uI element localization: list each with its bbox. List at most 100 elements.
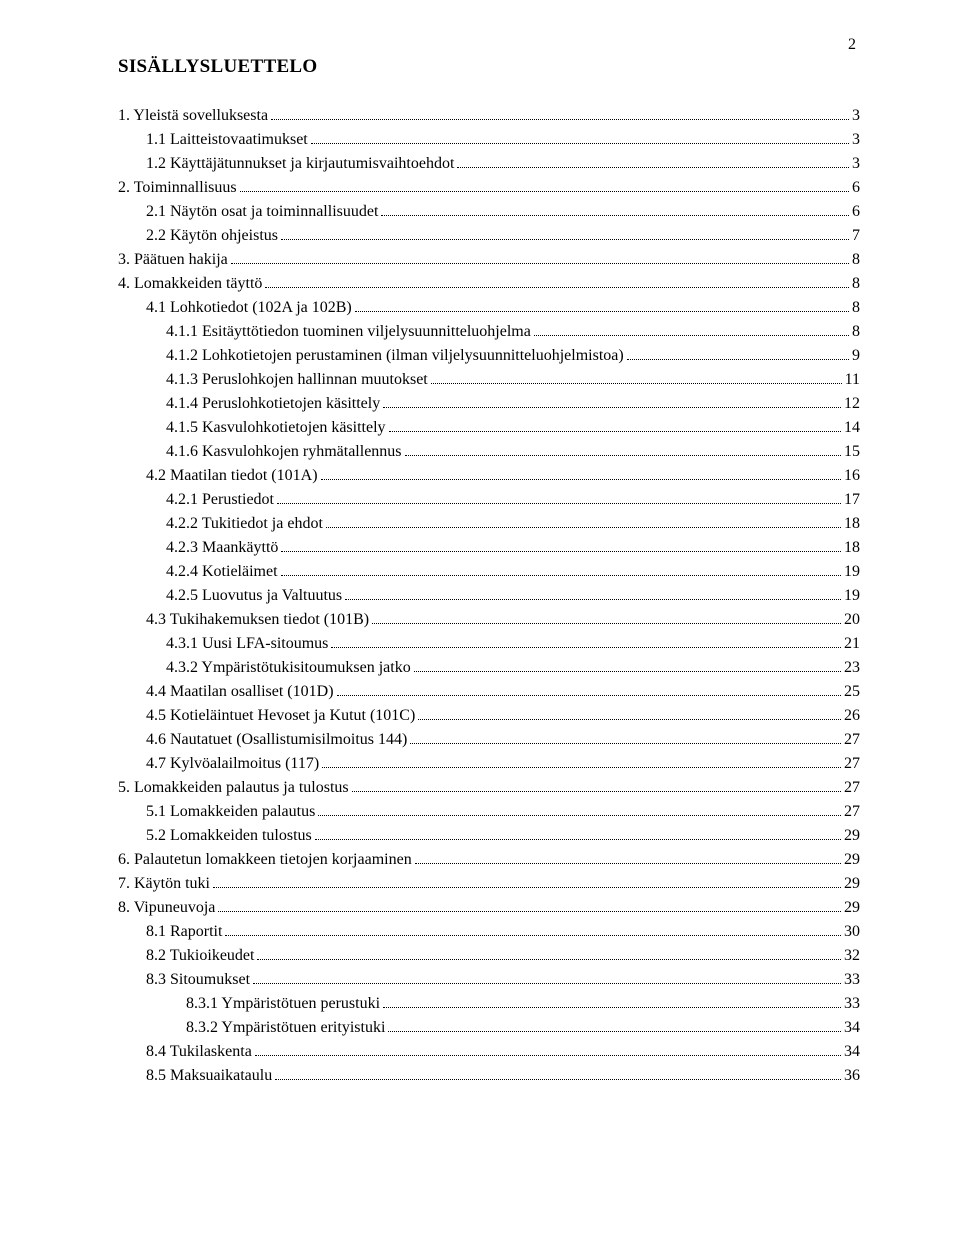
toc-entry-page: 27	[844, 776, 860, 800]
toc-entry[interactable]: 8.4 Tukilaskenta34	[118, 1040, 860, 1064]
toc-entry-page: 36	[844, 1064, 860, 1088]
toc-leader	[415, 863, 841, 864]
toc-entry-label: 4.2.5 Luovutus ja Valtuutus	[166, 584, 342, 608]
toc-entry[interactable]: 1.1 Laitteistovaatimukset 3	[118, 128, 860, 152]
toc-entry-page: 19	[844, 560, 860, 584]
toc-entry[interactable]: 8.3.1 Ympäristötuen perustuki 33	[118, 992, 860, 1016]
toc-entry-page: 29	[844, 896, 860, 920]
toc-entry-page: 14	[844, 416, 860, 440]
toc-entry-label: 2.1 Näytön osat ja toiminnallisuudet	[146, 200, 378, 224]
toc-entry[interactable]: 4.1.4 Peruslohkotietojen käsittely12	[118, 392, 860, 416]
toc-entry[interactable]: 4. Lomakkeiden täyttö8	[118, 272, 860, 296]
toc-entry-page: 20	[844, 608, 860, 632]
toc-entry[interactable]: 8.3.2 Ympäristötuen erityistuki34	[118, 1016, 860, 1040]
toc-entry-page: 3	[852, 128, 860, 152]
toc-entry-label: 4.1.6 Kasvulohkojen ryhmätallennus	[166, 440, 402, 464]
toc-entry[interactable]: 5.2 Lomakkeiden tulostus29	[118, 824, 860, 848]
toc-entry[interactable]: 3. Päätuen hakija8	[118, 248, 860, 272]
toc-entry[interactable]: 8.2 Tukioikeudet32	[118, 944, 860, 968]
toc-entry-page: 33	[844, 992, 860, 1016]
toc-entry-label: 4.3.1 Uusi LFA-sitoumus	[166, 632, 328, 656]
toc-leader	[315, 839, 841, 840]
toc-entry[interactable]: 6. Palautetun lomakkeen tietojen korjaam…	[118, 848, 860, 872]
toc-leader	[383, 1007, 841, 1008]
toc-entry[interactable]: 4.2.1 Perustiedot17	[118, 488, 860, 512]
toc-entry[interactable]: 8.1 Raportit30	[118, 920, 860, 944]
toc-entry-page: 9	[852, 344, 860, 368]
toc-entry[interactable]: 4.1.2 Lohkotietojen perustaminen (ilman …	[118, 344, 860, 368]
toc-entry-label: 4.6 Nautatuet (Osallistumisilmoitus 144)	[146, 728, 407, 752]
toc-entry[interactable]: 4.1.3 Peruslohkojen hallinnan muutokset1…	[118, 368, 860, 392]
toc-leader	[240, 191, 849, 192]
toc-entry[interactable]: 8. Vipuneuvoja29	[118, 896, 860, 920]
toc-entry-page: 33	[844, 968, 860, 992]
toc-entry[interactable]: 4.1.5 Kasvulohkotietojen käsittely14	[118, 416, 860, 440]
toc-entry-label: 1.1 Laitteistovaatimukset	[146, 128, 308, 152]
toc-entry[interactable]: 2.1 Näytön osat ja toiminnallisuudet6	[118, 200, 860, 224]
toc-entry[interactable]: 4.3.2 Ympäristötukisitoumuksen jatko23	[118, 656, 860, 680]
toc-entry-page: 25	[844, 680, 860, 704]
toc-entry-label: 8.2 Tukioikeudet	[146, 944, 254, 968]
toc-entry-label: 1.2 Käyttäjätunnukset ja kirjautumisvaih…	[146, 152, 454, 176]
toc-leader	[253, 983, 841, 984]
toc-entry-label: 4.1.3 Peruslohkojen hallinnan muutokset	[166, 368, 428, 392]
toc-entry[interactable]: 1.2 Käyttäjätunnukset ja kirjautumisvaih…	[118, 152, 860, 176]
toc-entry-page: 30	[844, 920, 860, 944]
toc-leader	[410, 743, 841, 744]
toc-leader	[321, 479, 841, 480]
toc-entry[interactable]: 4.1.6 Kasvulohkojen ryhmätallennus15	[118, 440, 860, 464]
toc-entry[interactable]: 4.5 Kotieläintuet Hevoset ja Kutut (101C…	[118, 704, 860, 728]
toc-entry-label: 4.2.1 Perustiedot	[166, 488, 274, 512]
toc-entry[interactable]: 5. Lomakkeiden palautus ja tulostus27	[118, 776, 860, 800]
toc-entry-page: 29	[844, 848, 860, 872]
toc-entry-page: 27	[844, 752, 860, 776]
toc-leader	[534, 335, 849, 336]
toc-entry-label: 8.5 Maksuaikataulu	[146, 1064, 272, 1088]
toc-entry-label: 4.4 Maatilan osalliset (101D)	[146, 680, 334, 704]
toc-entry[interactable]: 5.1 Lomakkeiden palautus27	[118, 800, 860, 824]
toc-leader	[372, 623, 841, 624]
toc-entry[interactable]: 4.2.5 Luovutus ja Valtuutus 19	[118, 584, 860, 608]
toc-entry[interactable]: 4.1.1 Esitäyttötiedon tuominen viljelysu…	[118, 320, 860, 344]
toc-entry[interactable]: 1. Yleistä sovelluksesta3	[118, 104, 860, 128]
toc-leader	[213, 887, 841, 888]
toc-entry-label: 7. Käytön tuki	[118, 872, 210, 896]
toc-entry-label: 4. Lomakkeiden täyttö	[118, 272, 262, 296]
toc-entry-label: 8.3.2 Ympäristötuen erityistuki	[186, 1016, 385, 1040]
toc-entry[interactable]: 4.2 Maatilan tiedot (101A)16	[118, 464, 860, 488]
toc-entry[interactable]: 4.2.3 Maankäyttö 18	[118, 536, 860, 560]
toc-entry-page: 16	[844, 464, 860, 488]
toc-entry[interactable]: 4.3 Tukihakemuksen tiedot (101B) 20	[118, 608, 860, 632]
toc-entry[interactable]: 4.6 Nautatuet (Osallistumisilmoitus 144)…	[118, 728, 860, 752]
toc-entry-page: 8	[852, 248, 860, 272]
toc-entry[interactable]: 2.2 Käytön ohjeistus7	[118, 224, 860, 248]
toc-entry-label: 8.3.1 Ympäristötuen perustuki	[186, 992, 380, 1016]
toc-leader	[318, 815, 841, 816]
toc-entry[interactable]: 2. Toiminnallisuus6	[118, 176, 860, 200]
toc-entry-label: 5.1 Lomakkeiden palautus	[146, 800, 315, 824]
toc-leader	[257, 959, 841, 960]
toc-entry[interactable]: 4.2.2 Tukitiedot ja ehdot18	[118, 512, 860, 536]
toc-entry[interactable]: 7. Käytön tuki29	[118, 872, 860, 896]
toc-entry[interactable]: 8.5 Maksuaikataulu 36	[118, 1064, 860, 1088]
toc-entry-label: 5.2 Lomakkeiden tulostus	[146, 824, 312, 848]
toc-leader	[326, 527, 841, 528]
toc-entry[interactable]: 8.3 Sitoumukset 33	[118, 968, 860, 992]
toc-entry[interactable]: 4.4 Maatilan osalliset (101D) 25	[118, 680, 860, 704]
toc-entry-label: 8.3 Sitoumukset	[146, 968, 250, 992]
page-number: 2	[848, 36, 856, 54]
toc-entry-label: 4.2.3 Maankäyttö	[166, 536, 278, 560]
toc-entry[interactable]: 4.7 Kylvöalailmoitus (117)27	[118, 752, 860, 776]
toc-leader	[337, 695, 841, 696]
toc-entry[interactable]: 4.2.4 Kotieläimet19	[118, 560, 860, 584]
toc-entry[interactable]: 4.1 Lohkotiedot (102A ja 102B)8	[118, 296, 860, 320]
toc-entry-page: 18	[844, 536, 860, 560]
toc-entry-label: 4.1.4 Peruslohkotietojen käsittely	[166, 392, 380, 416]
toc-entry-page: 21	[844, 632, 860, 656]
toc-entry-label: 4.1.1 Esitäyttötiedon tuominen viljelysu…	[166, 320, 531, 344]
toc-entry-label: 4.5 Kotieläintuet Hevoset ja Kutut (101C…	[146, 704, 415, 728]
toc-leader	[414, 671, 841, 672]
toc-entry[interactable]: 4.3.1 Uusi LFA-sitoumus 21	[118, 632, 860, 656]
toc-entry-label: 4.3 Tukihakemuksen tiedot (101B)	[146, 608, 369, 632]
toc-entry-page: 19	[844, 584, 860, 608]
